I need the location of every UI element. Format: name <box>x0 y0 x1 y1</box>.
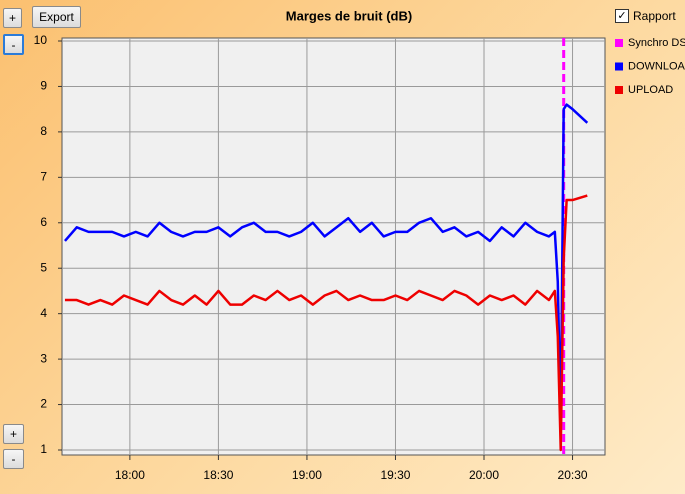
zoom-in-button[interactable]: + <box>3 424 24 444</box>
legend: Synchro DSL DOWNLOAD UPLOAD <box>615 37 685 96</box>
y-tick-label: 9 <box>40 79 47 93</box>
series-line <box>64 194 588 452</box>
zoom-out-button[interactable]: - <box>3 34 24 55</box>
x-tick-label: 18:30 <box>203 468 233 482</box>
series-line <box>64 103 589 429</box>
x-tick-label: 19:30 <box>380 468 410 482</box>
x-tick-label: 18:00 <box>115 468 145 482</box>
y-tick-label: 5 <box>40 260 47 274</box>
chart-title: Marges de bruit (dB) <box>286 8 412 23</box>
plot-area <box>61 37 606 456</box>
y-tick-label: 6 <box>40 215 47 229</box>
legend-swatch <box>615 39 623 47</box>
zoom-in-button[interactable]: + <box>3 8 22 28</box>
y-tick-label: 1 <box>40 442 47 456</box>
legend-swatch <box>615 86 623 94</box>
legend-label: DOWNLOAD <box>628 60 685 72</box>
export-button[interactable]: Export <box>32 6 81 28</box>
y-tick-label: 3 <box>40 351 47 365</box>
y-tick-label: 7 <box>40 170 47 184</box>
y-tick-label: 4 <box>40 306 47 320</box>
legend-label: UPLOAD <box>628 84 673 96</box>
legend-swatch <box>615 62 623 71</box>
x-tick-label: 20:30 <box>558 468 588 482</box>
y-tick-label: 8 <box>40 124 47 138</box>
report-checkbox[interactable]: ✓ Rapport <box>615 9 676 23</box>
y-tick-label: 10 <box>34 33 48 47</box>
x-tick-label: 20:00 <box>469 468 499 482</box>
checkbox-box[interactable]: ✓ <box>615 9 629 23</box>
x-tick-label: 19:00 <box>292 468 322 482</box>
y-tick-label: 2 <box>40 397 47 411</box>
zoom-out-button[interactable]: - <box>3 449 24 469</box>
checkbox-label: Rapport <box>633 9 676 23</box>
legend-label: Synchro DSL <box>628 37 685 49</box>
